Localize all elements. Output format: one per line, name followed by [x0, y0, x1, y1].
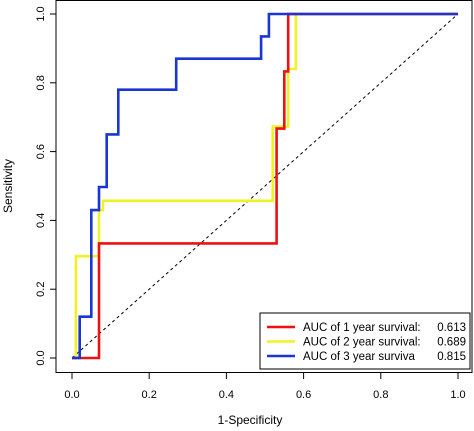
legend: AUC of 1 year survival: 0.613 AUC of 2 yea… [259, 312, 471, 370]
x-tick-label: 1.0 [450, 389, 465, 401]
plot-frame [55, 0, 473, 373]
x-tick-label: 0.2 [142, 389, 157, 401]
reference-diagonal [71, 13, 459, 359]
legend-entry-3-year-label: AUC of 3 year surviva [303, 351, 415, 363]
y-axis: 0.0 0.2 0.4 0.6 0.8 1.0 [35, 6, 56, 366]
x-axis: 0.0 0.2 0.4 0.6 0.8 1.0 [64, 372, 466, 401]
roc-curve-1-year [72, 12, 458, 360]
roc-curves [72, 12, 458, 360]
legend-entry-1-year-auc: 0.613 [437, 322, 466, 334]
x-axis-label: 1-Specificity [218, 413, 283, 427]
roc-curve-3-year [72, 12, 458, 360]
x-tick-label: 0.8 [373, 389, 388, 401]
legend-entry-2-year-auc: 0.689 [437, 337, 466, 349]
legend-entry-1-year-label: AUC of 1 year survival: [303, 322, 421, 334]
reference-line [71, 13, 459, 359]
y-tick-label: 0.6 [35, 144, 47, 159]
y-tick-label: 1.0 [35, 6, 47, 21]
roc-curve-2-year [72, 12, 458, 360]
y-tick-label: 0.0 [35, 350, 47, 365]
x-tick-label: 0.4 [219, 389, 234, 401]
y-tick-label: 0.2 [35, 282, 47, 297]
legend-entry-3-year-auc: 0.815 [437, 351, 466, 363]
x-tick-label: 0.6 [296, 389, 311, 401]
y-axis-label: Sensitivity [1, 159, 15, 213]
y-tick-label: 0.4 [35, 213, 47, 228]
x-tick-label: 0.0 [64, 389, 79, 401]
legend-entry-2-year-label: AUC of 2 year survival: [303, 337, 421, 349]
y-tick-label: 0.8 [35, 75, 47, 90]
